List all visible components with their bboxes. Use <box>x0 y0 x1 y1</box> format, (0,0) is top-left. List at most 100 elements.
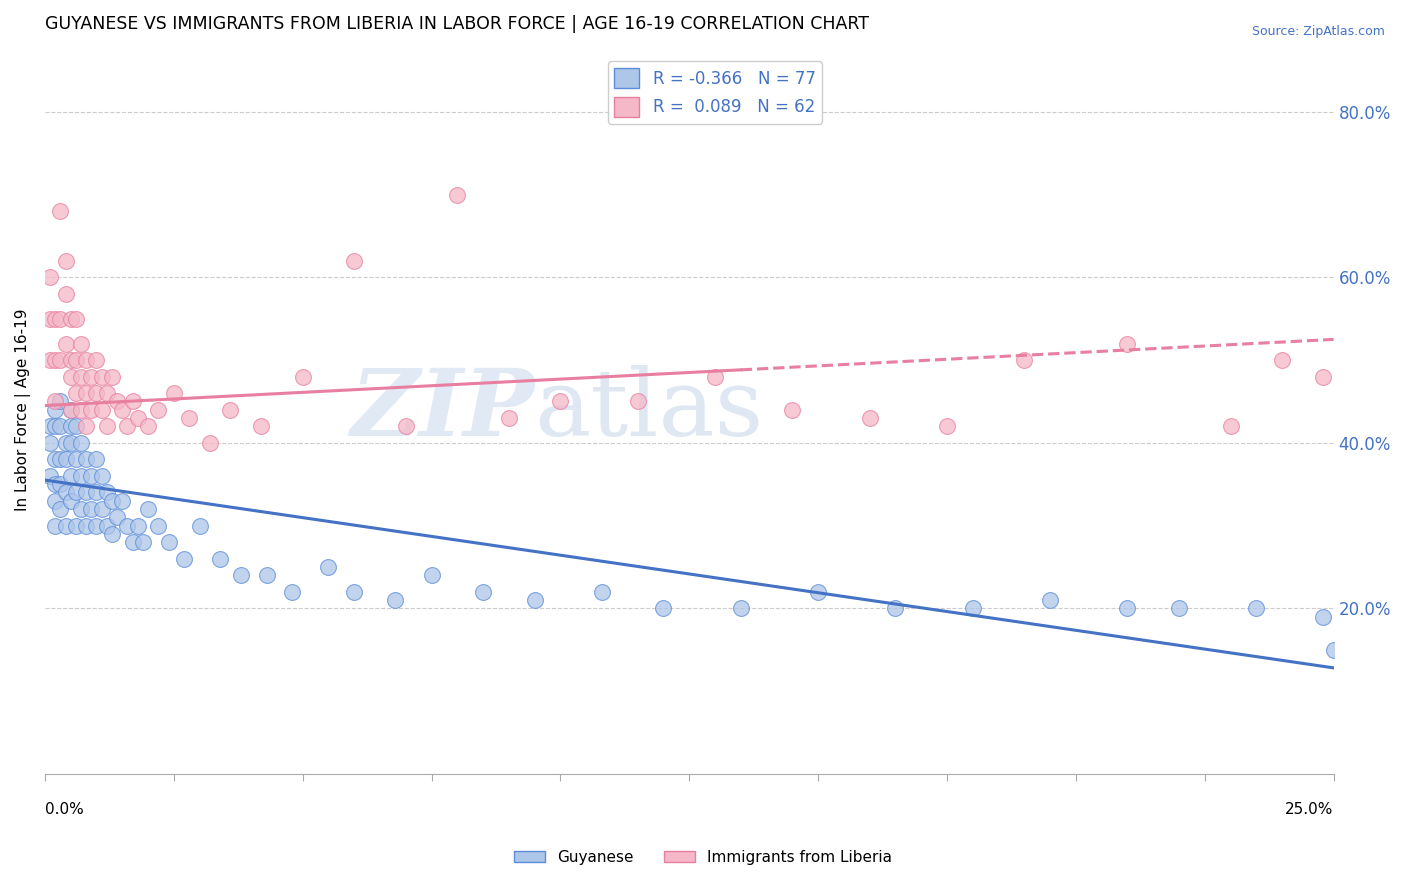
Point <box>59 402 82 417</box>
Point <box>59 369 82 384</box>
Point <box>49 394 72 409</box>
Point <box>55 435 77 450</box>
Point <box>55 485 77 500</box>
Point <box>49 353 72 368</box>
Point <box>117 419 139 434</box>
Point <box>627 394 650 409</box>
Point <box>39 270 62 285</box>
Point <box>75 353 97 368</box>
Point <box>80 402 103 417</box>
Point <box>59 353 82 368</box>
Point <box>90 369 112 384</box>
Point <box>343 584 366 599</box>
Point <box>132 535 155 549</box>
Point <box>343 253 366 268</box>
Point <box>44 477 66 491</box>
Point <box>420 568 443 582</box>
Point <box>75 419 97 434</box>
Point <box>49 311 72 326</box>
Point <box>44 419 66 434</box>
Point <box>291 369 314 384</box>
Text: GUYANESE VS IMMIGRANTS FROM LIBERIA IN LABOR FORCE | AGE 16-19 CORRELATION CHART: GUYANESE VS IMMIGRANTS FROM LIBERIA IN L… <box>45 15 869 33</box>
Point <box>55 518 77 533</box>
Point <box>101 369 124 384</box>
Point <box>198 435 221 450</box>
Point <box>1323 642 1346 657</box>
Point <box>173 551 195 566</box>
Point <box>55 452 77 467</box>
Point <box>86 452 108 467</box>
Point <box>44 394 66 409</box>
Point <box>39 435 62 450</box>
Text: ZIP: ZIP <box>350 365 534 455</box>
Point <box>59 435 82 450</box>
Point <box>86 353 108 368</box>
Point <box>55 253 77 268</box>
Point <box>39 353 62 368</box>
Point <box>1271 353 1294 368</box>
Point <box>446 187 468 202</box>
Point <box>1014 353 1036 368</box>
Point <box>75 518 97 533</box>
Point <box>59 493 82 508</box>
Point <box>39 419 62 434</box>
Point <box>65 353 87 368</box>
Point <box>807 584 830 599</box>
Point <box>65 518 87 533</box>
Legend: R = -0.366   N = 77, R =  0.089   N = 62: R = -0.366 N = 77, R = 0.089 N = 62 <box>607 62 823 124</box>
Point <box>49 204 72 219</box>
Point <box>44 353 66 368</box>
Point <box>59 419 82 434</box>
Point <box>96 518 118 533</box>
Point <box>136 419 159 434</box>
Point <box>117 518 139 533</box>
Point <box>49 502 72 516</box>
Point <box>523 593 546 607</box>
Point <box>1168 601 1191 615</box>
Point <box>86 485 108 500</box>
Point <box>219 402 242 417</box>
Point <box>96 419 118 434</box>
Point <box>75 452 97 467</box>
Y-axis label: In Labor Force | Age 16-19: In Labor Force | Age 16-19 <box>15 309 31 511</box>
Point <box>39 469 62 483</box>
Text: atlas: atlas <box>534 365 763 455</box>
Point <box>59 469 82 483</box>
Point <box>209 551 232 566</box>
Point <box>75 386 97 401</box>
Point <box>101 493 124 508</box>
Point <box>281 584 304 599</box>
Point <box>86 518 108 533</box>
Point <box>65 311 87 326</box>
Point <box>55 286 77 301</box>
Text: 25.0%: 25.0% <box>1285 802 1334 817</box>
Point <box>70 469 93 483</box>
Point <box>55 336 77 351</box>
Point <box>111 493 134 508</box>
Point <box>96 485 118 500</box>
Point <box>70 435 93 450</box>
Point <box>395 419 418 434</box>
Legend: Guyanese, Immigrants from Liberia: Guyanese, Immigrants from Liberia <box>508 844 898 871</box>
Point <box>730 601 752 615</box>
Point <box>1039 593 1062 607</box>
Point <box>44 493 66 508</box>
Point <box>550 394 572 409</box>
Point <box>127 518 149 533</box>
Point <box>1219 419 1241 434</box>
Point <box>101 526 124 541</box>
Point <box>65 386 87 401</box>
Point <box>148 402 170 417</box>
Point <box>75 485 97 500</box>
Point <box>472 584 495 599</box>
Point <box>44 311 66 326</box>
Point <box>70 336 93 351</box>
Point <box>962 601 984 615</box>
Point <box>1312 609 1334 624</box>
Point <box>44 452 66 467</box>
Point <box>179 411 201 425</box>
Point <box>1312 369 1334 384</box>
Point <box>782 402 804 417</box>
Point <box>121 394 143 409</box>
Point <box>90 402 112 417</box>
